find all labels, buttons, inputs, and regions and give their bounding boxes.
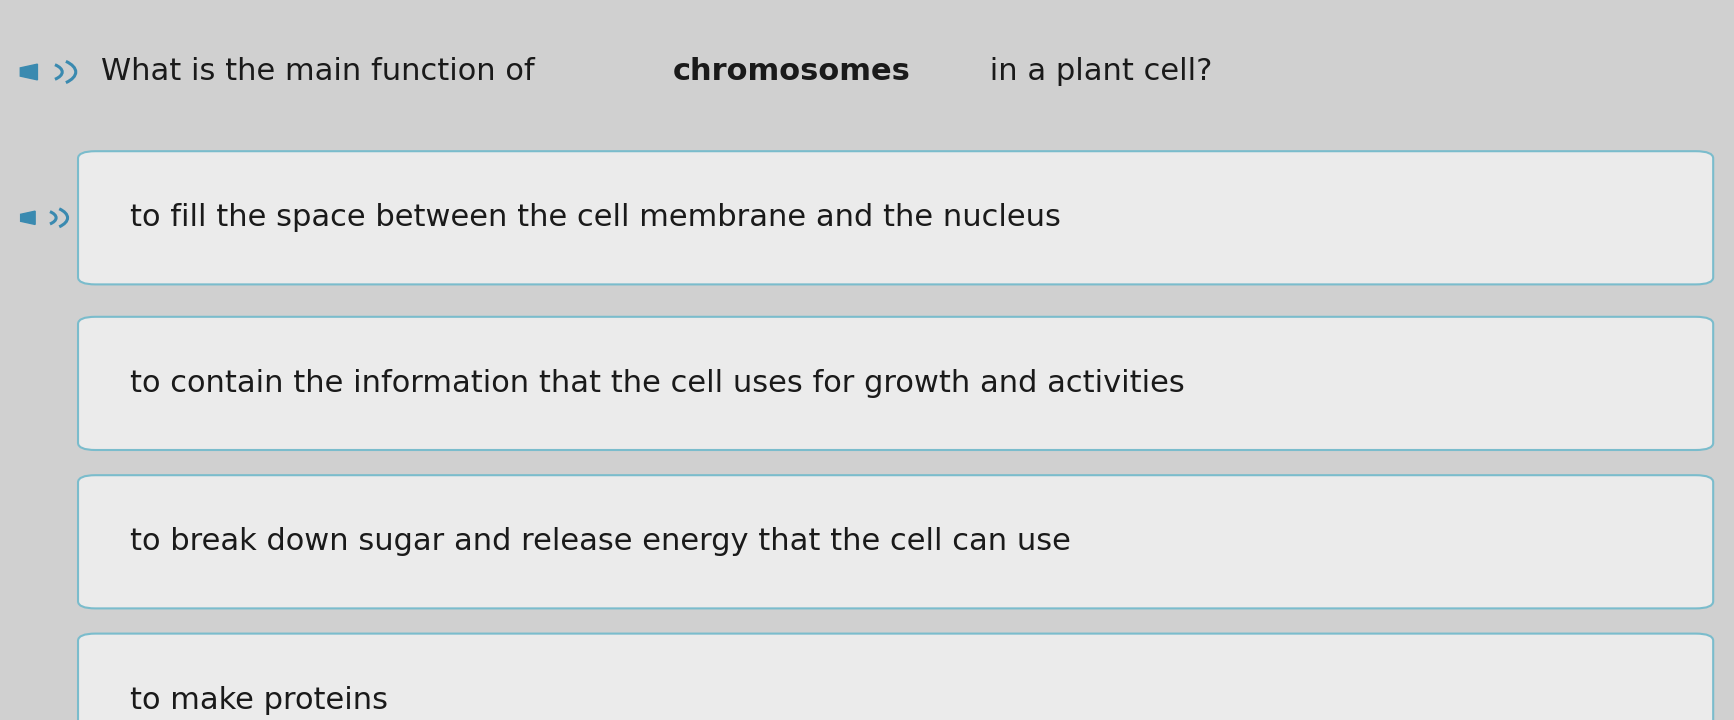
Text: to fill the space between the cell membrane and the nucleus: to fill the space between the cell membr… (130, 203, 1061, 233)
Text: to contain the information that the cell uses for growth and activities: to contain the information that the cell… (130, 369, 1184, 398)
FancyBboxPatch shape (78, 317, 1713, 450)
Text: in a plant cell?: in a plant cell? (980, 58, 1212, 86)
Text: to break down sugar and release energy that the cell can use: to break down sugar and release energy t… (130, 527, 1072, 557)
Polygon shape (21, 211, 35, 225)
Text: What is the main function of: What is the main function of (101, 58, 544, 86)
Polygon shape (21, 64, 38, 80)
Text: to make proteins: to make proteins (130, 685, 388, 715)
Text: chromosomes: chromosomes (673, 58, 910, 86)
FancyBboxPatch shape (78, 475, 1713, 608)
FancyBboxPatch shape (78, 634, 1713, 720)
FancyBboxPatch shape (78, 151, 1713, 284)
